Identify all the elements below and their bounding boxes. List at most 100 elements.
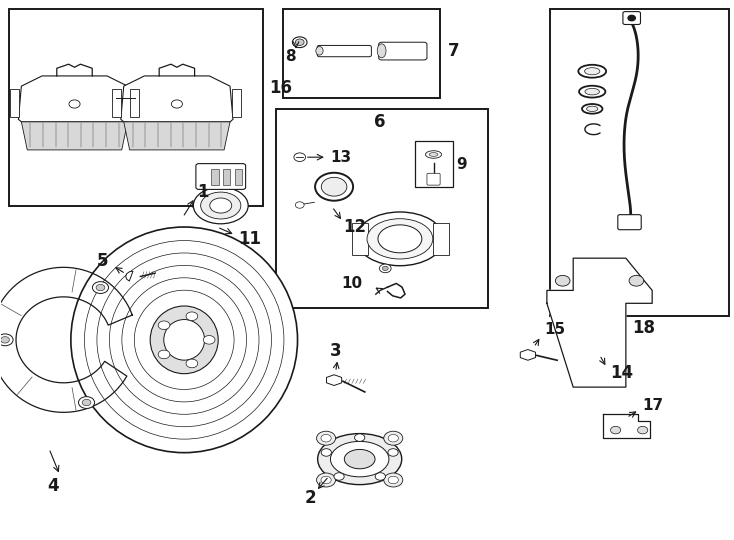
- Text: 8: 8: [285, 49, 296, 64]
- Text: 15: 15: [544, 322, 565, 336]
- Ellipse shape: [578, 65, 606, 78]
- Bar: [130, 89, 139, 117]
- Circle shape: [158, 321, 170, 329]
- Circle shape: [294, 153, 305, 161]
- Ellipse shape: [586, 106, 598, 111]
- FancyBboxPatch shape: [427, 173, 440, 185]
- Text: 17: 17: [642, 398, 663, 413]
- Circle shape: [384, 431, 403, 445]
- Circle shape: [203, 335, 215, 344]
- Bar: [352, 222, 368, 255]
- Circle shape: [316, 473, 335, 487]
- Text: 6: 6: [374, 113, 386, 131]
- Circle shape: [321, 476, 331, 484]
- Ellipse shape: [316, 46, 323, 55]
- Polygon shape: [18, 76, 131, 122]
- Ellipse shape: [377, 44, 386, 58]
- Circle shape: [295, 39, 304, 45]
- Bar: [275, 109, 487, 308]
- Polygon shape: [0, 267, 132, 413]
- Ellipse shape: [210, 198, 232, 213]
- Ellipse shape: [429, 153, 438, 157]
- Bar: [9, 9, 264, 206]
- FancyBboxPatch shape: [317, 45, 371, 57]
- Text: 14: 14: [610, 364, 633, 382]
- Circle shape: [186, 359, 197, 368]
- Text: 4: 4: [47, 477, 59, 495]
- Polygon shape: [327, 375, 342, 386]
- Ellipse shape: [582, 104, 603, 113]
- Circle shape: [388, 476, 399, 484]
- Text: 5: 5: [97, 252, 108, 271]
- Circle shape: [334, 472, 344, 480]
- Text: 18: 18: [632, 319, 655, 337]
- Circle shape: [321, 435, 331, 442]
- Circle shape: [92, 282, 109, 293]
- Text: 12: 12: [344, 218, 367, 236]
- FancyBboxPatch shape: [379, 42, 427, 60]
- Polygon shape: [21, 122, 128, 150]
- Ellipse shape: [150, 306, 218, 374]
- Polygon shape: [603, 414, 650, 437]
- Bar: [211, 169, 219, 185]
- Circle shape: [96, 285, 105, 291]
- Ellipse shape: [344, 449, 375, 469]
- Text: 13: 13: [330, 150, 352, 165]
- Bar: [550, 9, 729, 316]
- Text: 2: 2: [304, 489, 316, 507]
- Circle shape: [0, 334, 13, 346]
- Ellipse shape: [71, 227, 297, 453]
- Text: 1: 1: [197, 183, 209, 201]
- Text: 9: 9: [457, 157, 467, 172]
- Circle shape: [292, 37, 307, 48]
- Circle shape: [375, 472, 385, 480]
- Bar: [283, 9, 440, 98]
- Circle shape: [382, 266, 388, 271]
- Circle shape: [158, 350, 170, 359]
- Circle shape: [638, 427, 648, 434]
- Bar: [433, 222, 449, 255]
- Text: 7: 7: [448, 42, 459, 60]
- Ellipse shape: [164, 320, 205, 360]
- Text: 10: 10: [341, 276, 363, 292]
- Circle shape: [388, 435, 399, 442]
- FancyBboxPatch shape: [196, 164, 246, 190]
- Circle shape: [82, 399, 91, 406]
- Circle shape: [628, 15, 636, 21]
- Circle shape: [556, 275, 570, 286]
- Circle shape: [321, 449, 332, 456]
- Bar: [235, 169, 242, 185]
- Circle shape: [79, 396, 95, 408]
- Circle shape: [629, 275, 644, 286]
- Text: 11: 11: [239, 230, 261, 248]
- Circle shape: [384, 473, 403, 487]
- Circle shape: [295, 202, 304, 208]
- FancyBboxPatch shape: [623, 11, 641, 24]
- Ellipse shape: [585, 89, 600, 95]
- Polygon shape: [121, 76, 233, 122]
- Ellipse shape: [193, 187, 248, 224]
- Ellipse shape: [584, 68, 600, 75]
- Polygon shape: [126, 271, 133, 281]
- Ellipse shape: [318, 434, 401, 484]
- Circle shape: [316, 431, 335, 445]
- Ellipse shape: [426, 151, 442, 158]
- Ellipse shape: [321, 177, 347, 196]
- Bar: [223, 169, 230, 185]
- FancyBboxPatch shape: [618, 215, 642, 230]
- Polygon shape: [124, 122, 230, 150]
- Circle shape: [388, 449, 398, 456]
- Circle shape: [186, 312, 197, 321]
- Ellipse shape: [330, 441, 389, 477]
- Ellipse shape: [315, 173, 353, 201]
- Polygon shape: [520, 349, 536, 360]
- Circle shape: [379, 264, 391, 273]
- Bar: [10, 89, 19, 117]
- Circle shape: [1, 336, 10, 343]
- Ellipse shape: [367, 219, 433, 259]
- Circle shape: [611, 427, 621, 434]
- Ellipse shape: [200, 192, 241, 219]
- Circle shape: [355, 434, 365, 441]
- Text: 3: 3: [330, 342, 341, 360]
- Bar: [112, 89, 122, 117]
